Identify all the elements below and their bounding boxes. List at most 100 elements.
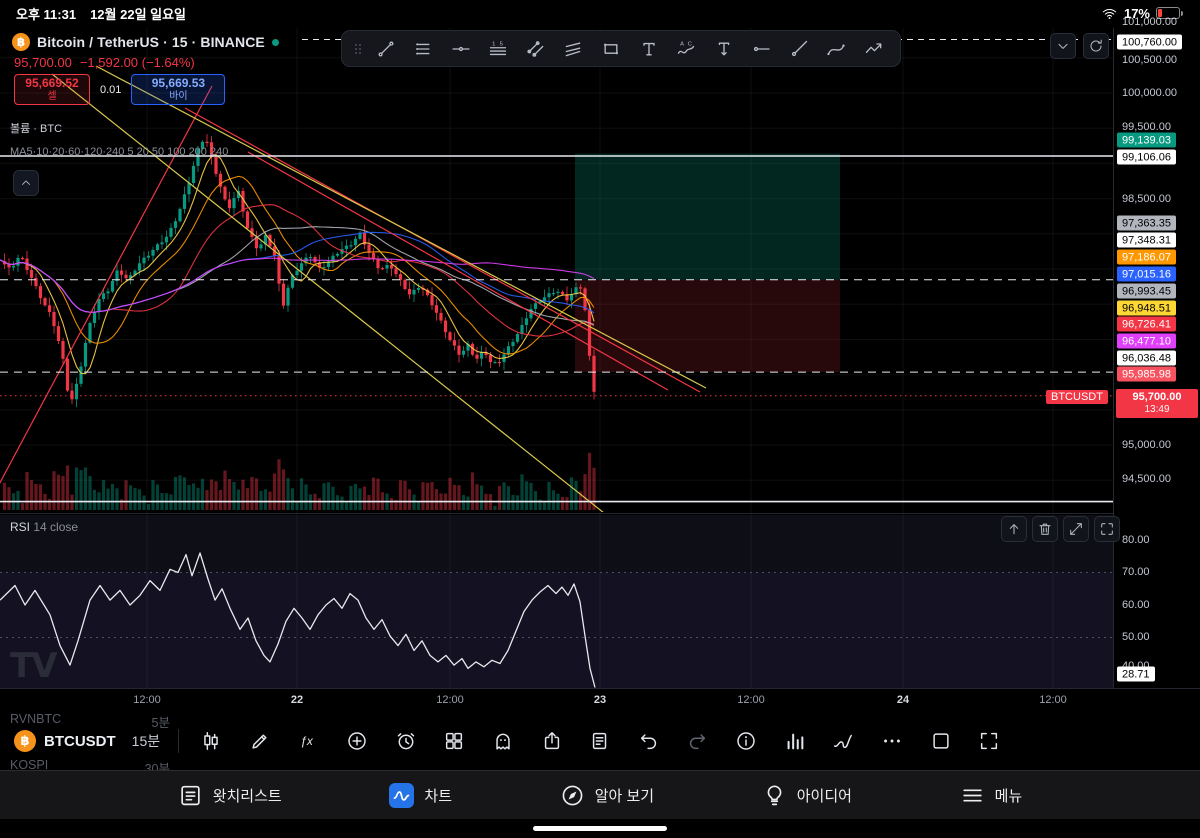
wand-icon bbox=[832, 730, 854, 752]
status-time: 오후 11:31 bbox=[16, 6, 77, 22]
hlines-icon bbox=[413, 39, 433, 59]
scroll-down-button[interactable] bbox=[1050, 33, 1076, 59]
ma-study-label[interactable]: MA5·10·20·60·120·240 5 20 50 100 200 240 bbox=[10, 146, 229, 158]
bars-icon bbox=[784, 730, 806, 752]
more-button[interactable] bbox=[878, 727, 906, 755]
nav-item-watchlist[interactable]: 왓치리스트 bbox=[178, 783, 282, 808]
time-label: 12:00 bbox=[436, 694, 464, 706]
pane-delete-button[interactable] bbox=[1032, 516, 1058, 542]
alarm-icon bbox=[395, 730, 417, 752]
nav-item-chart[interactable]: 차트 bbox=[389, 782, 452, 808]
collapse-panel-button[interactable] bbox=[13, 170, 39, 196]
bar-style-button[interactable] bbox=[197, 727, 225, 755]
wifi-icon bbox=[1101, 6, 1118, 21]
buy-button[interactable]: 95,669.53 바이 bbox=[131, 74, 226, 105]
rsi-value-label: 28.71 bbox=[1117, 666, 1155, 682]
time-label: 12:00 bbox=[133, 694, 161, 706]
arrow-marker-tool[interactable] bbox=[856, 34, 892, 64]
rsi-tick: 50.00 bbox=[1122, 631, 1150, 643]
indicators-button[interactable]: ƒx bbox=[294, 727, 322, 755]
home-indicator[interactable] bbox=[533, 826, 667, 831]
alert-button[interactable] bbox=[392, 727, 420, 755]
watchlist-row[interactable]: RVNBTC 5분 bbox=[10, 712, 170, 731]
undo-button[interactable] bbox=[635, 727, 663, 755]
pane-maximize-button[interactable] bbox=[1094, 516, 1120, 542]
countdown: 13:49 bbox=[1144, 404, 1170, 415]
fullscreen-icon bbox=[978, 730, 1000, 752]
ray-tool[interactable] bbox=[781, 34, 817, 64]
status-date: 12월 22일 일요일 bbox=[90, 6, 187, 22]
nav-label: 메뉴 bbox=[994, 787, 1023, 805]
rectangle-tool[interactable] bbox=[593, 34, 629, 64]
nav-label: 왓치리스트 bbox=[212, 787, 282, 805]
pane-move-up-button[interactable] bbox=[1001, 516, 1027, 542]
notes-icon bbox=[589, 730, 611, 752]
disjoint-channel-tool[interactable] bbox=[555, 34, 591, 64]
text-tool[interactable] bbox=[631, 34, 667, 64]
undo-icon bbox=[638, 730, 660, 752]
redo-button[interactable] bbox=[683, 727, 711, 755]
sell-button[interactable]: 95,669.52 셀 bbox=[14, 74, 90, 105]
redo-icon bbox=[686, 730, 708, 752]
volume-study-label[interactable]: 볼륨 · BTC bbox=[10, 123, 63, 135]
grid-icon bbox=[443, 730, 465, 752]
price-tick: 100,000.00 bbox=[1122, 87, 1178, 99]
fullscreen-button[interactable] bbox=[975, 727, 1003, 755]
layout-button[interactable] bbox=[440, 727, 468, 755]
frame-icon bbox=[1099, 521, 1115, 537]
price-label: 96,726.41 bbox=[1117, 316, 1176, 332]
pane-expand-button[interactable] bbox=[1063, 516, 1089, 542]
order-panel-button[interactable] bbox=[586, 727, 614, 755]
nav-item-menu[interactable]: 메뉴 bbox=[960, 783, 1023, 808]
info-button[interactable] bbox=[732, 727, 760, 755]
interval-button[interactable]: 15분 bbox=[131, 733, 161, 749]
symbol-header[interactable]: ฿ Bitcoin / TetherUS · 15 · BINANCE bbox=[12, 33, 279, 51]
menu-icon bbox=[960, 783, 985, 808]
drag-handle[interactable] bbox=[350, 34, 366, 64]
nav-label: 차트 bbox=[424, 787, 452, 805]
price-label: 97,015.16 bbox=[1117, 266, 1176, 282]
rsi-study-label[interactable]: RSI 14 close bbox=[10, 520, 78, 534]
trend-line-tool[interactable] bbox=[368, 34, 404, 64]
paper-trading-button[interactable] bbox=[489, 727, 517, 755]
parallel-channel-tool[interactable] bbox=[518, 34, 554, 64]
time-axis[interactable]: 12:00 22 12:00 23 12:00 24 12:00 bbox=[0, 688, 1200, 712]
refresh-icon bbox=[1088, 38, 1104, 54]
bitcoin-logo-icon: ฿ bbox=[12, 33, 30, 51]
select-button[interactable] bbox=[927, 727, 955, 755]
horizontal-lines-tool[interactable] bbox=[405, 34, 441, 64]
share-button[interactable] bbox=[538, 727, 566, 755]
bitcoin-logo-icon: ฿ bbox=[14, 730, 36, 752]
curve-tool[interactable] bbox=[818, 34, 854, 64]
horizontal-line-tool[interactable] bbox=[443, 34, 479, 64]
nav-item-ideas[interactable]: 아이디어 bbox=[762, 783, 852, 808]
draw-button[interactable] bbox=[246, 727, 274, 755]
watchlist-icon bbox=[178, 783, 203, 808]
object-tree-button[interactable] bbox=[781, 727, 809, 755]
signature-button[interactable] bbox=[829, 727, 857, 755]
sell-price: 95,669.52 bbox=[25, 76, 79, 91]
nav-item-discover[interactable]: 알아 보기 bbox=[560, 783, 654, 808]
last-price: 95,700.00 bbox=[14, 55, 72, 70]
pane-divider[interactable] bbox=[0, 513, 1200, 514]
price-tick: 98,500.00 bbox=[1122, 193, 1171, 205]
toolbar-symbol-button[interactable]: BTCUSDT bbox=[44, 732, 116, 750]
time-label: 23 bbox=[593, 694, 607, 706]
add-button[interactable] bbox=[343, 727, 371, 755]
ray-icon bbox=[789, 39, 809, 59]
price-scale[interactable]: 101,000.00 100,500.00 100,000.00 99,500.00 9… bbox=[1113, 16, 1200, 712]
anchored-text-tool[interactable] bbox=[706, 34, 742, 64]
reset-zoom-button[interactable] bbox=[1083, 33, 1109, 59]
horizontal-ray-tool[interactable] bbox=[743, 34, 779, 64]
arrow-wave-icon bbox=[864, 39, 884, 59]
order-buttons: 95,669.52 셀 0.01 95,669.53 바이 bbox=[14, 74, 226, 105]
info-icon bbox=[735, 730, 757, 752]
bottom-nav: 왓치리스트 차트 알아 보기 아이디어 메뉴 bbox=[0, 770, 1200, 819]
